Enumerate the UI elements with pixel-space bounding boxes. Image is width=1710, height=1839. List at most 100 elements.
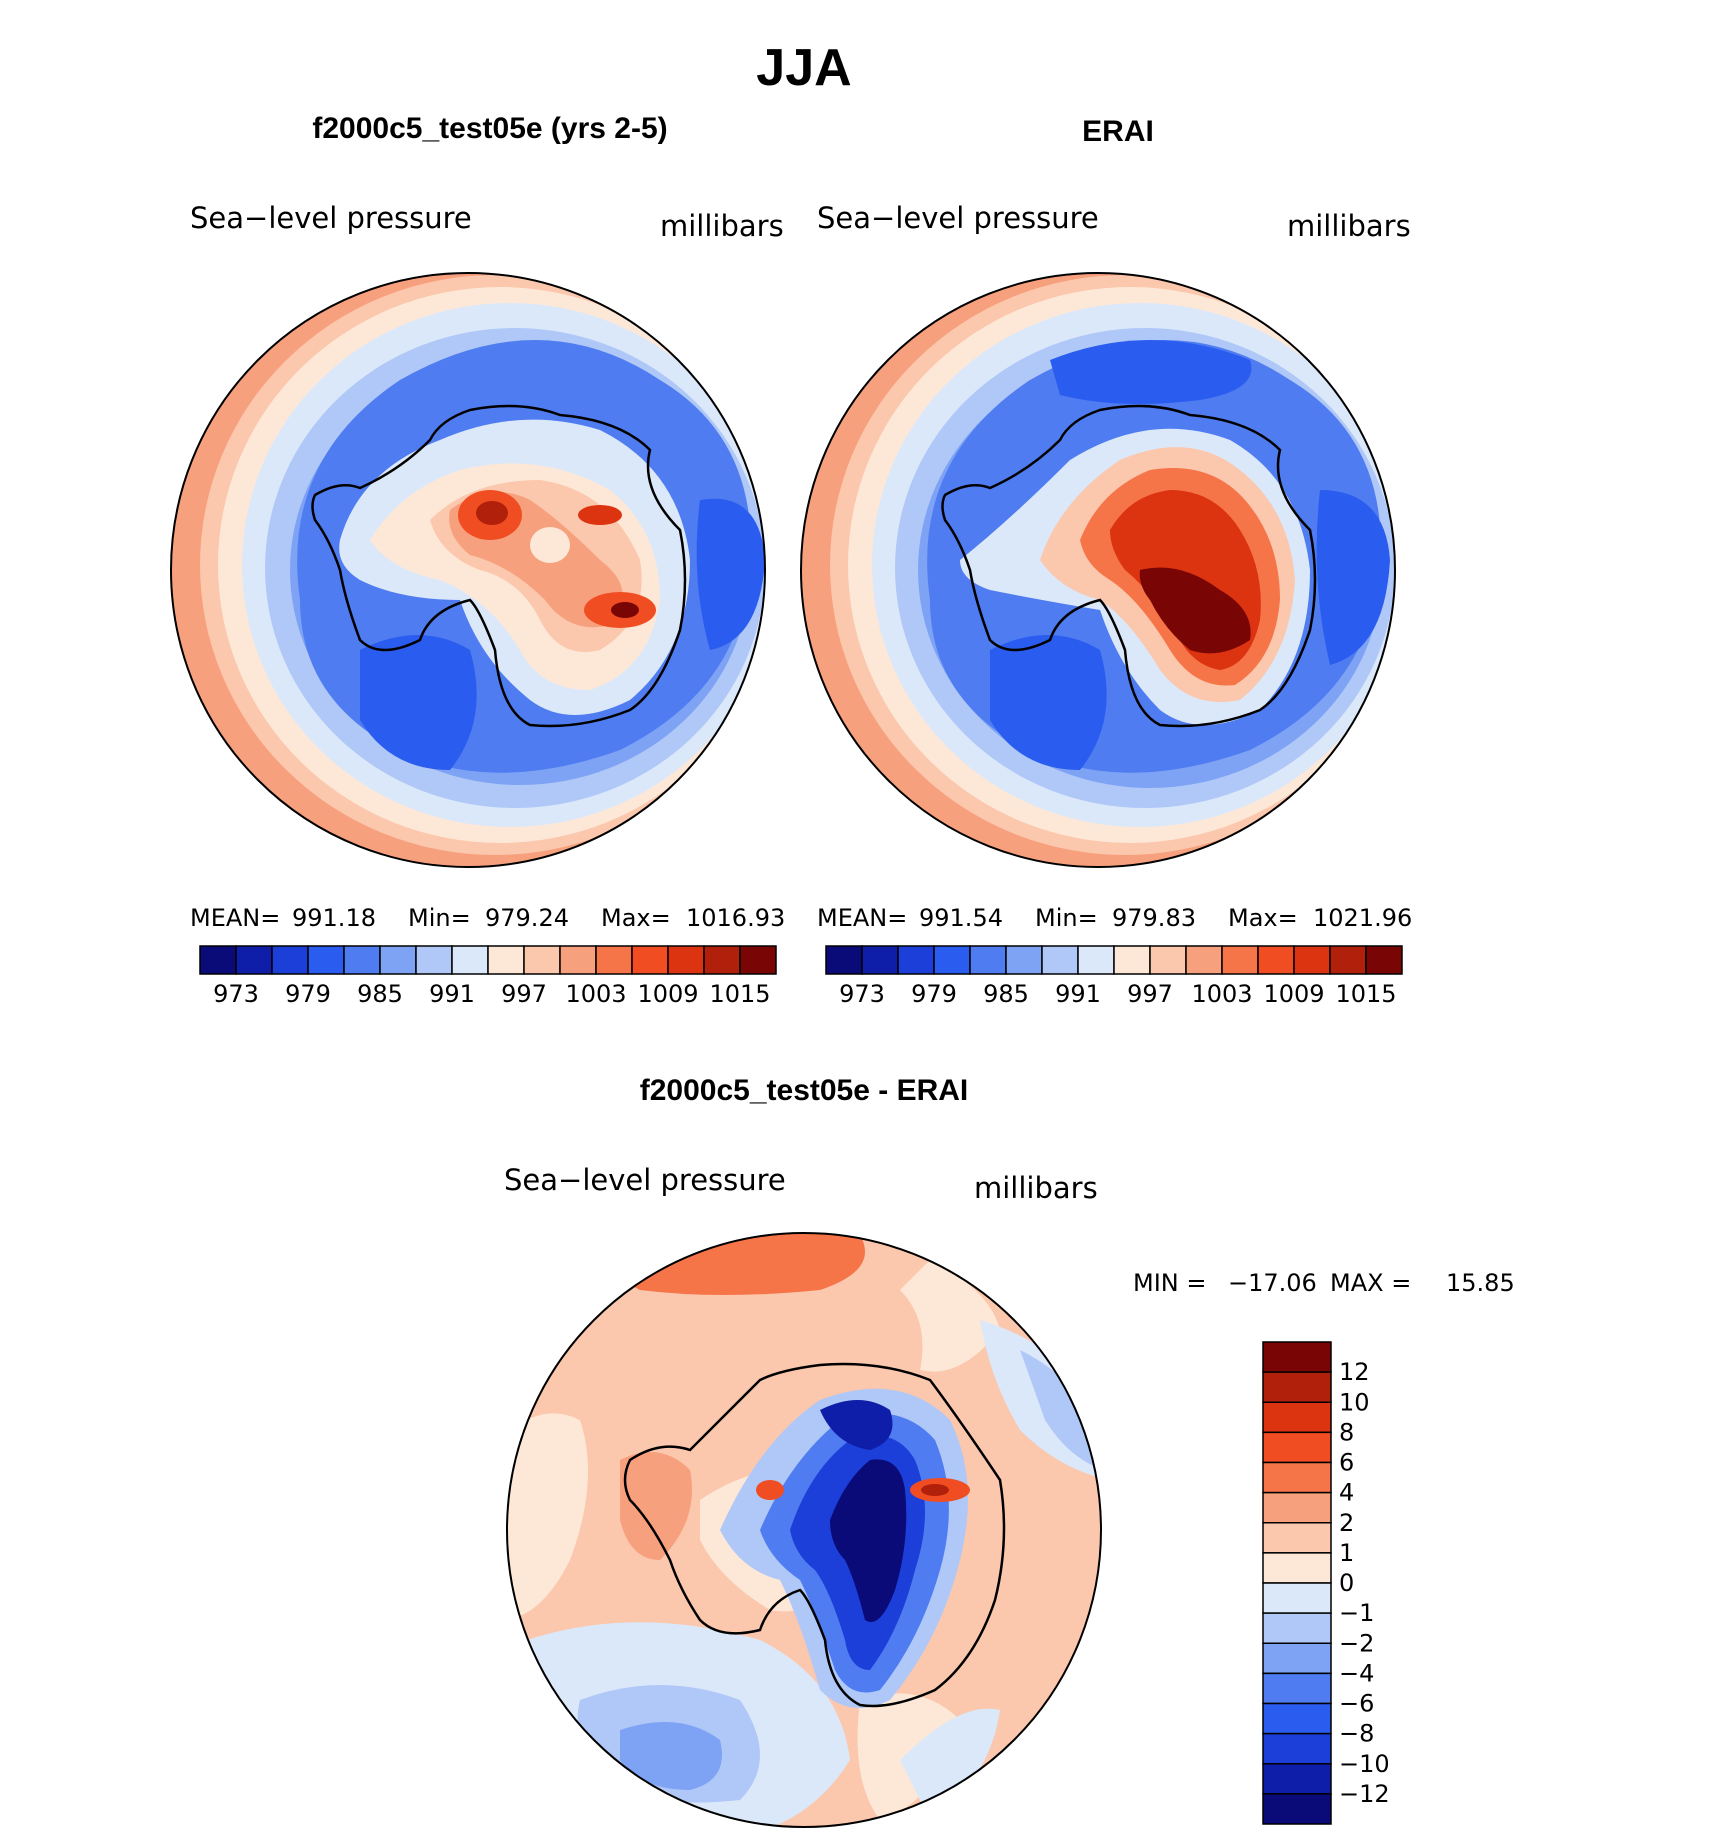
- colorbar-swatch: [969, 945, 1007, 975]
- colorbar-swatch: [1262, 1702, 1332, 1735]
- colorbar-tick-label: 1009: [1263, 980, 1324, 1008]
- diff-southeast-neg: [900, 1708, 1000, 1820]
- panel-obs-title: ERAI: [1082, 115, 1154, 148]
- colorbar-tick-label: 973: [213, 980, 259, 1008]
- colorbar-tick-label: 997: [1127, 980, 1173, 1008]
- colorbar-swatch: [451, 945, 489, 975]
- colorbar-swatch: [1262, 1341, 1332, 1373]
- panel-model-title: f2000c5_test05e (yrs 2-5): [312, 112, 667, 145]
- model-peak-3: [578, 505, 622, 525]
- colorbar-swatch: [1262, 1461, 1332, 1494]
- colorbar-swatch: [595, 945, 633, 975]
- colorbar-tick-label: 2: [1339, 1509, 1354, 1537]
- panel-model-variable: Sea−level pressure: [190, 201, 472, 235]
- colorbar-tick-label: 1009: [637, 980, 698, 1008]
- model-low-east: [696, 498, 765, 650]
- colorbar-swatch: [1262, 1552, 1332, 1584]
- diff-northeast-light: [900, 1260, 1000, 1372]
- colorbar-tick-label: 979: [285, 980, 331, 1008]
- figure-title: JJA: [756, 39, 851, 97]
- panel-model-min-value: 979.24: [485, 904, 569, 932]
- colorbar-swatch: [1262, 1491, 1332, 1524]
- colorbar-swatch: [1185, 945, 1223, 975]
- colorbar-tick-label: 991: [1055, 980, 1101, 1008]
- diff-north-high: [600, 1233, 865, 1295]
- colorbar-swatch: [1041, 945, 1079, 975]
- panel-model-mean-value: 991.18: [292, 904, 376, 932]
- colorbar-swatch: [343, 945, 381, 975]
- diff-south-neg3: [620, 1722, 722, 1790]
- colorbar-tick-label: 979: [911, 980, 957, 1008]
- colorbar-swatch: [1262, 1793, 1332, 1825]
- colorbar-swatch: [1262, 1672, 1332, 1705]
- colorbar-swatch: [1262, 1401, 1332, 1434]
- colorbar-swatch: [271, 945, 309, 975]
- colorbar-swatch: [1221, 945, 1259, 975]
- colorbar-tick-label: 1015: [1335, 980, 1396, 1008]
- colorbar-swatch: [1262, 1763, 1332, 1795]
- panel-obs-max-label: Max=: [1228, 904, 1298, 932]
- colorbar-swatch: [1262, 1642, 1332, 1675]
- model-coastline: [311, 404, 687, 728]
- colorbar-tick-label: 4: [1339, 1479, 1354, 1507]
- colorbar-swatch: [199, 945, 237, 975]
- colorbar-obs: 973 979 985 991 997 1003 1009 1015: [825, 945, 1403, 1008]
- panel-diff-min-label: MIN =: [1133, 1269, 1206, 1297]
- obs-land-core: [1139, 567, 1251, 654]
- colorbar-swatch: [1262, 1582, 1332, 1614]
- model-peak-2-core: [611, 602, 639, 618]
- obs-coastline: [941, 404, 1317, 728]
- colorbar-tick-label: −8: [1339, 1720, 1374, 1748]
- colorbar-swatch: [667, 945, 705, 975]
- colorbar-tick-label: 1003: [565, 980, 626, 1008]
- panel-diff-max-value: 15.85: [1446, 1269, 1515, 1297]
- panel-diff-variable: Sea−level pressure: [504, 1163, 786, 1197]
- colorbar-swatch: [861, 945, 899, 975]
- colorbar-swatch: [559, 945, 597, 975]
- panel-obs: ERAI Sea−level pressure millibars MEAN= …: [800, 115, 1412, 1008]
- colorbar-swatch: [1077, 945, 1115, 975]
- panel-obs-units: millibars: [1287, 209, 1411, 243]
- colorbar-swatch: [1005, 945, 1043, 975]
- panel-obs-mean-label: MEAN=: [817, 904, 907, 932]
- colorbar-tick-label: 10: [1339, 1388, 1370, 1416]
- panel-diff-min-value: −17.06: [1228, 1269, 1317, 1297]
- diff-west-coast-high: [620, 1452, 692, 1560]
- obs-low-pacific: [990, 635, 1107, 770]
- diff-west-light: [507, 1413, 588, 1620]
- panel-obs-variable: Sea−level pressure: [817, 201, 1099, 235]
- colorbar-swatch: [1113, 945, 1151, 975]
- colorbar-swatch: [739, 945, 777, 975]
- panel-diff-title: f2000c5_test05e - ERAI: [640, 1074, 969, 1107]
- colorbar-tick-label: 991: [429, 980, 475, 1008]
- panel-obs-max-value: 1021.96: [1313, 904, 1412, 932]
- colorbar-tick-label: 6: [1339, 1449, 1354, 1477]
- colorbar-swatch: [897, 945, 935, 975]
- panel-model-min-label: Min=: [408, 904, 471, 932]
- colorbar-swatch: [1365, 945, 1403, 975]
- colorbar-swatch: [235, 945, 273, 975]
- obs-low-east: [1316, 490, 1390, 665]
- colorbar-tick-label: −4: [1339, 1659, 1374, 1687]
- colorbar-tick-label: −6: [1339, 1690, 1374, 1718]
- colorbar-swatch: [1149, 945, 1187, 975]
- colorbar-tick-label: 985: [983, 980, 1029, 1008]
- panel-model: f2000c5_test05e (yrs 2-5) Sea−level pres…: [170, 112, 785, 1008]
- diff-coastline: [623, 1362, 1006, 1708]
- colorbar-model: 973 979 985 991 997 1003 1009 1015: [199, 945, 777, 1008]
- colorbar-swatch: [307, 945, 345, 975]
- colorbar-swatch: [703, 945, 741, 975]
- colorbar-tick-label: −10: [1339, 1750, 1390, 1778]
- panel-model-units: millibars: [660, 209, 784, 243]
- colorbar-tick-label: 0: [1339, 1569, 1354, 1597]
- panel-diff-map-border: [506, 1232, 1102, 1828]
- panel-obs-min-value: 979.83: [1112, 904, 1196, 932]
- panel-obs-min-label: Min=: [1035, 904, 1098, 932]
- model-light-spot: [530, 527, 570, 563]
- colorbar-tick-label: 12: [1339, 1358, 1370, 1386]
- panel-model-mean-label: MEAN=: [190, 904, 280, 932]
- panel-diff-map: [507, 1233, 1101, 1827]
- panel-diff: f2000c5_test05e - ERAI Sea−level pressur…: [504, 1074, 1515, 1828]
